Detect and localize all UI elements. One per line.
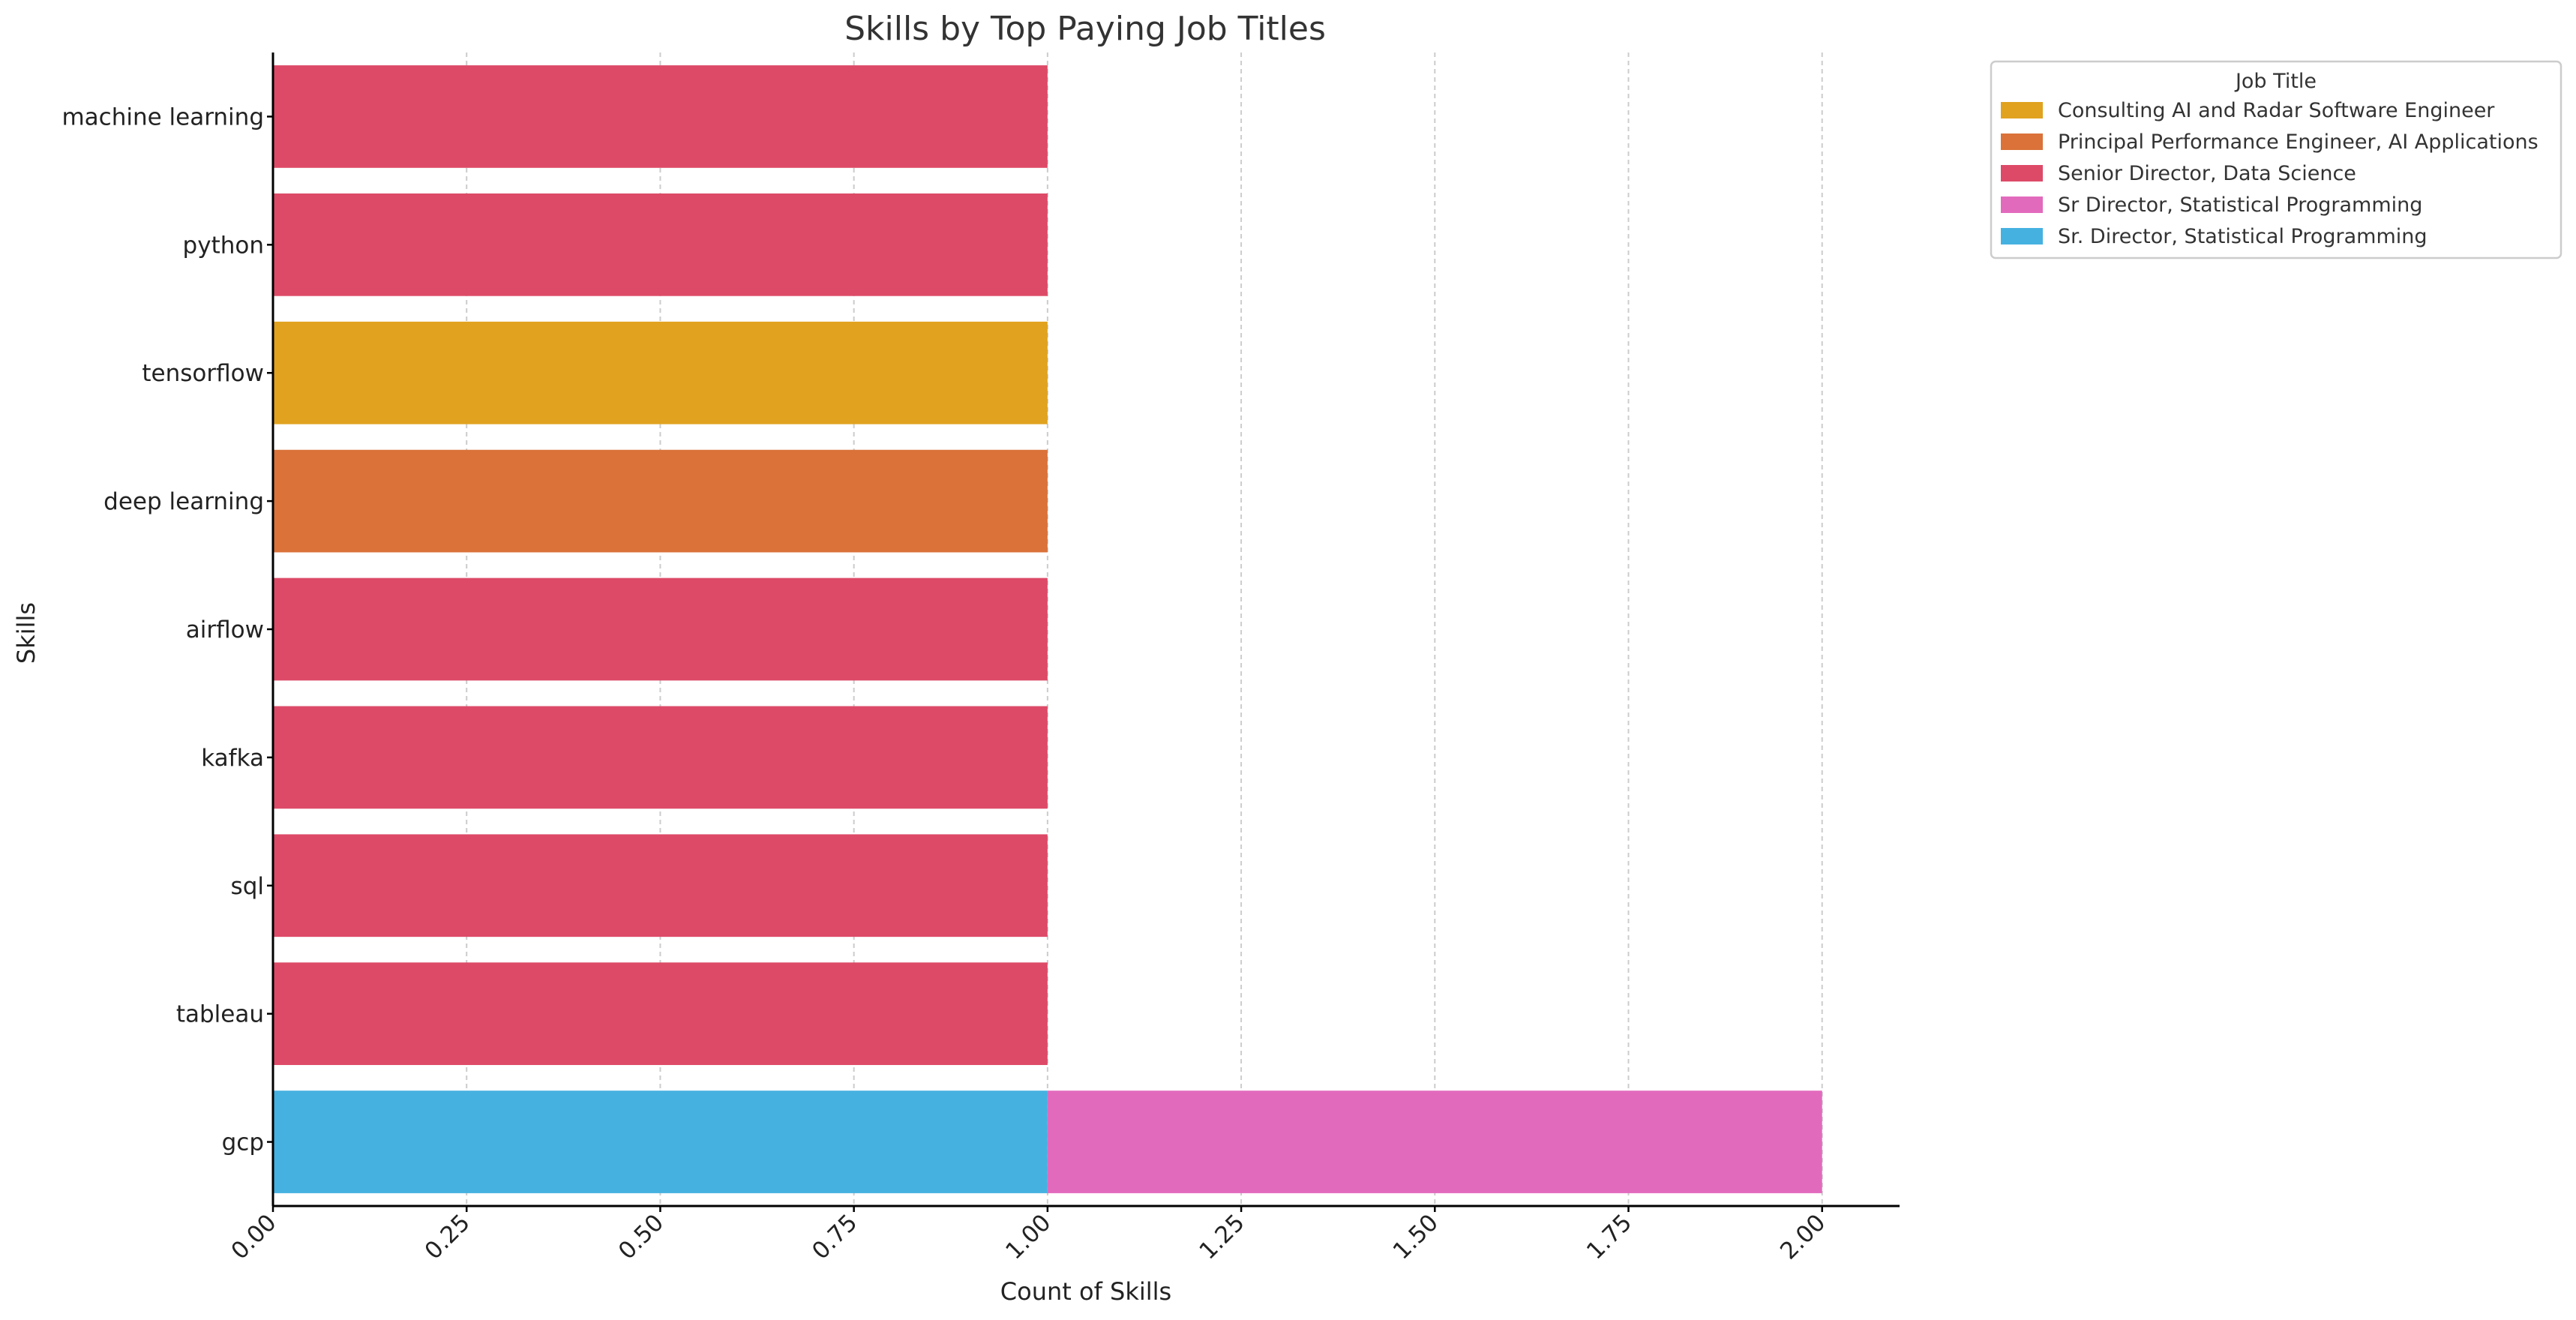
y-axis-ticks: machine learning python tensorflow deep lea… bbox=[61, 104, 273, 1156]
y-tick-label: sql bbox=[231, 873, 264, 900]
legend-swatch bbox=[2001, 165, 2043, 182]
bar-tableau-2 bbox=[273, 962, 1048, 1066]
y-tick-label: gcp bbox=[222, 1130, 264, 1156]
legend-frame bbox=[1990, 60, 2563, 260]
y-tick-label: airflow bbox=[186, 616, 264, 644]
bars bbox=[273, 65, 1822, 1193]
x-tick-label: 1.25 bbox=[1194, 1209, 1249, 1264]
x-axis-ticks: 0.00 0.25 0.50 0.75 1.00 1.25 1.50 1.75 2.00 bbox=[226, 1206, 1831, 1264]
bar-gcp-4 bbox=[273, 1090, 1048, 1193]
legend-label: Sr Director, Statistical Programming bbox=[2058, 194, 2422, 217]
bar-deep-learning-1 bbox=[273, 449, 1048, 553]
x-tick-label: 0.25 bbox=[420, 1209, 475, 1264]
x-tick-label: 2.00 bbox=[1775, 1209, 1831, 1264]
legend-swatch bbox=[2001, 228, 2043, 244]
y-tick-label: machine learning bbox=[61, 104, 264, 130]
x-tick-label: 0.50 bbox=[613, 1209, 669, 1264]
legend-swatch bbox=[2001, 196, 2043, 213]
bar-kafka-2 bbox=[273, 706, 1048, 809]
x-tick-label: 1.75 bbox=[1582, 1209, 1637, 1264]
y-tick-label: python bbox=[183, 232, 264, 259]
legend-label: Sr. Director, Statistical Programming bbox=[2058, 225, 2428, 248]
bar-machine-learning-2 bbox=[273, 65, 1048, 168]
y-tick-label: kafka bbox=[201, 745, 264, 772]
y-tick-label: tableau bbox=[176, 1001, 264, 1028]
bar-gcp-3 bbox=[1047, 1090, 1822, 1193]
bar-tensorflow-0 bbox=[273, 321, 1048, 424]
legend-swatch bbox=[2001, 134, 2043, 150]
x-tick-label: 1.00 bbox=[1000, 1209, 1056, 1264]
y-axis-title: Skills bbox=[12, 602, 40, 664]
legend-label: Senior Director, Data Science bbox=[2058, 162, 2356, 185]
chart-title: Skills by Top Paying Job Titles bbox=[844, 10, 1326, 48]
x-axis-title: Count of Skills bbox=[1000, 1277, 1171, 1306]
y-tick-label: deep learning bbox=[103, 488, 264, 515]
x-tick-label: 1.50 bbox=[1388, 1209, 1444, 1264]
x-tick-label: 0.75 bbox=[807, 1209, 862, 1264]
x-tick-label: 0.00 bbox=[226, 1209, 281, 1264]
y-tick-label: tensorflow bbox=[142, 360, 264, 387]
bar-airflow-2 bbox=[273, 578, 1048, 681]
legend-title: Job Title bbox=[2234, 70, 2317, 93]
legend-swatch bbox=[2001, 102, 2043, 118]
legend: Job Title Consulting AI and Radar Softwa… bbox=[1990, 60, 2563, 260]
legend-label: Consulting AI and Radar Software Enginee… bbox=[2058, 99, 2495, 122]
legend-label: Principal Performance Engineer, AI Appli… bbox=[2058, 130, 2539, 154]
bar-sql-2 bbox=[273, 834, 1048, 938]
bar-python-2 bbox=[273, 193, 1048, 296]
